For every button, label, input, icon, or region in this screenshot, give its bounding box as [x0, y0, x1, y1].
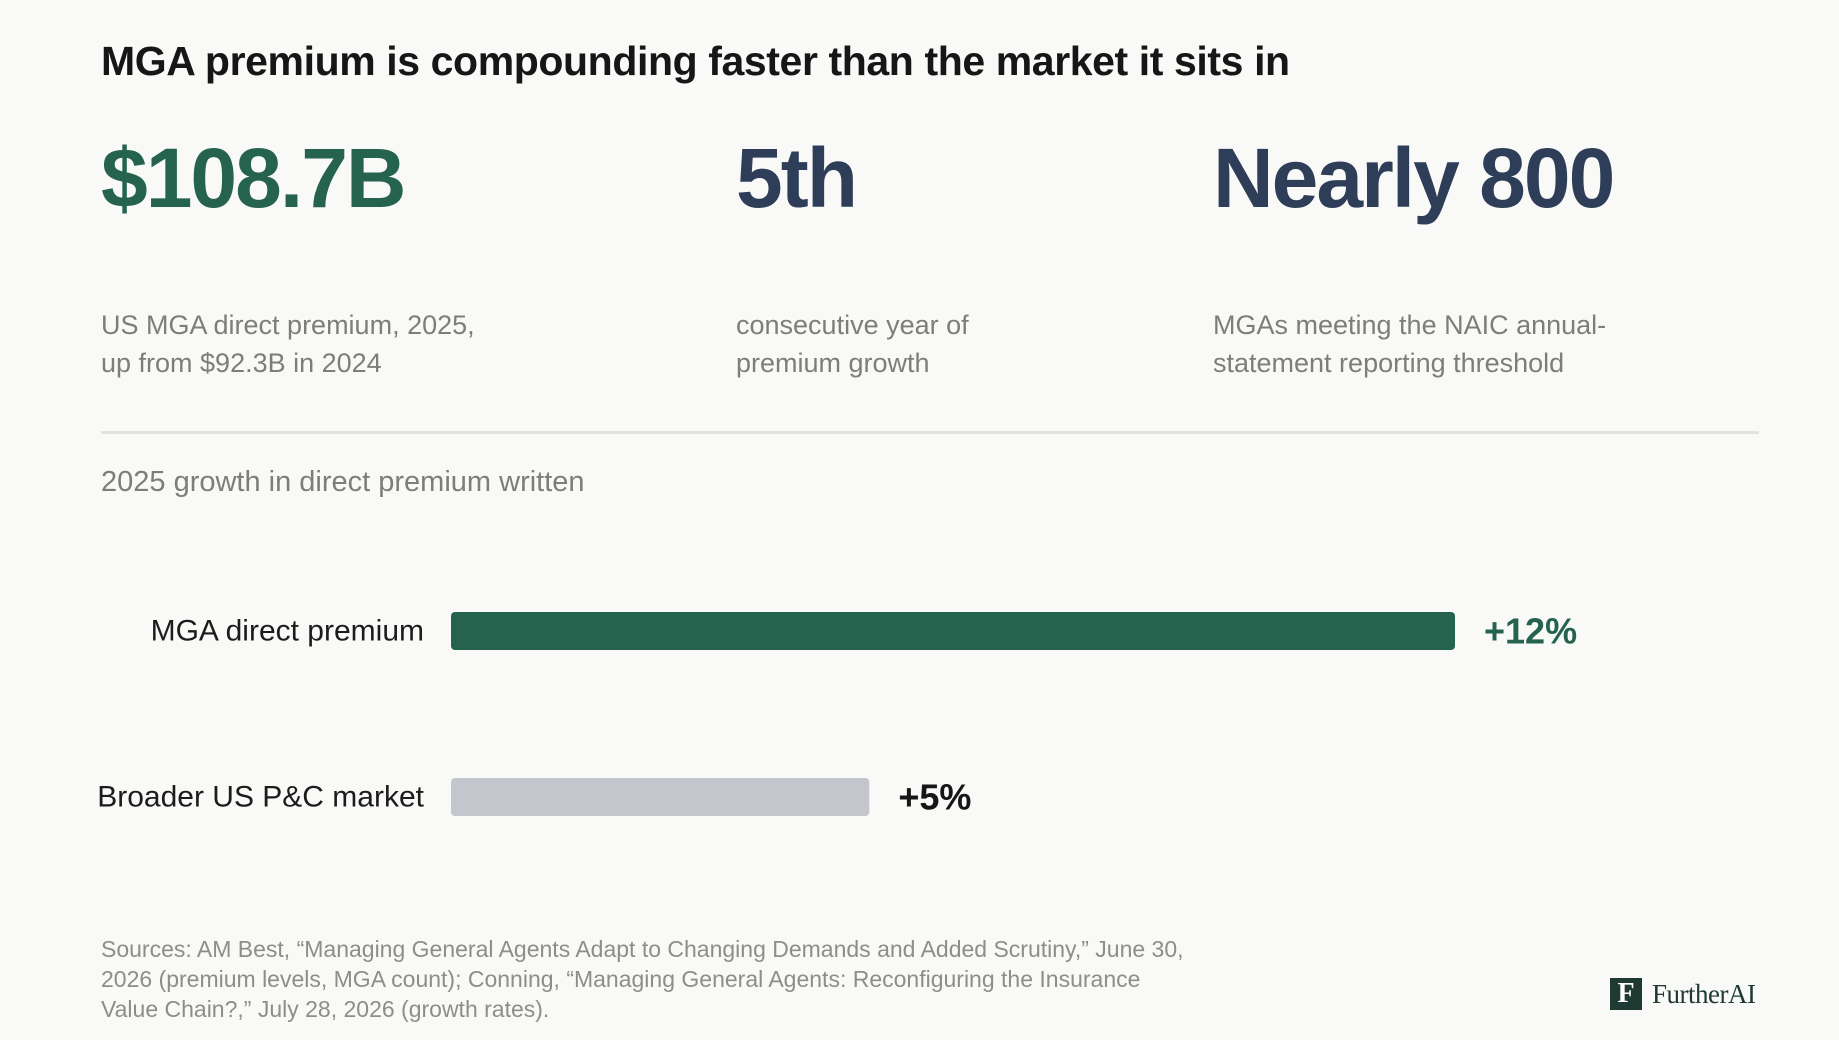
growth-bar-chart: MGA direct premium +12% Broader US P&C mar…: [97, 611, 1577, 818]
stat-mga-count-desc-line1: MGAs meeting the NAIC annual-: [1213, 310, 1607, 340]
stat-growth-year-desc-line1: consecutive year of: [736, 310, 969, 340]
stat-premium-desc-line2: up from $92.3B in 2024: [101, 348, 382, 378]
stat-mga-count-value: Nearly 800: [1213, 131, 1615, 225]
logo-text: FurtherAI: [1652, 978, 1756, 1009]
chart-title: 2025 growth in direct premium written: [101, 466, 585, 498]
stat-premium-desc: US MGA direct premium, 2025, up from $92…: [101, 306, 475, 382]
page-title: MGA premium is compounding faster than t…: [101, 38, 1290, 84]
section-divider: [101, 431, 1759, 434]
stat-growth-year: 5th consecutive year of premium growth: [736, 131, 969, 378]
category-label-mga-direct-premium: MGA direct premium: [151, 615, 424, 648]
value-label-broader-us-p-c-market: +5%: [898, 777, 971, 818]
logo-mark-icon: F: [1610, 978, 1642, 1010]
stat-growth-year-value: 5th: [736, 131, 858, 225]
stat-growth-year-desc: consecutive year of premium growth: [736, 306, 969, 382]
stat-premium-desc-line1: US MGA direct premium, 2025,: [101, 310, 475, 340]
stat-mga-count: Nearly 800 MGAs meeting the NAIC annual-…: [1213, 131, 1615, 378]
stat-premium: $108.7B US MGA direct premium, 2025, up …: [101, 131, 475, 378]
stat-mga-count-desc-line2: statement reporting threshold: [1213, 348, 1565, 378]
stat-premium-value: $108.7B: [101, 131, 407, 225]
furtherai-logo: F FurtherAI: [1610, 978, 1756, 1010]
sources-note: Sources: AM Best, “Managing General Agen…: [101, 936, 1184, 1022]
bar-mga-direct-premium: [451, 612, 1455, 650]
bar-broader-us-p-c-market: [451, 778, 870, 816]
stat-growth-year-desc-line2: premium growth: [736, 348, 930, 378]
stat-mga-count-desc: MGAs meeting the NAIC annual- statement …: [1213, 306, 1606, 382]
value-label-mga-direct-premium: +12%: [1484, 611, 1577, 652]
category-label-broader-us-p-c-market: Broader US P&C market: [97, 781, 424, 814]
